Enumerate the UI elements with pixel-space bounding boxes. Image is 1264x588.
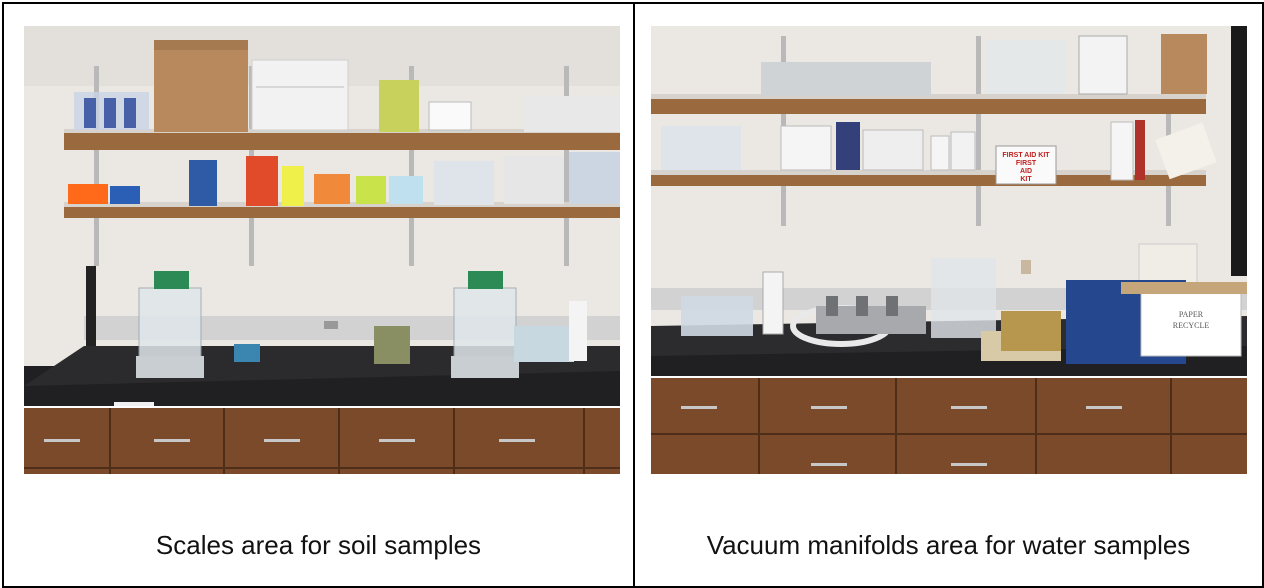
first-aid-line1: FIRST AID KIT [1002,152,1050,159]
first-aid-line4: KIT [1020,176,1032,183]
paper-recycle-line1: PAPER [1179,310,1204,319]
paper-recycle-line2: RECYCLE [1173,321,1210,330]
first-aid-line3: AID [1020,168,1032,175]
panel-right: FIRST AID KIT FIRST AID KIT [635,4,1262,586]
photo-scales-area [24,26,620,474]
panel-divider [633,4,635,586]
first-aid-line2: FIRST [1016,160,1037,167]
photo-vacuum-manifolds-area: FIRST AID KIT FIRST AID KIT [651,26,1247,474]
caption-left: Scales area for soil samples [155,530,482,560]
caption-right: Vacuum manifolds area for water samples [706,530,1191,560]
panel-left: Scales area for soil samples [4,4,633,586]
